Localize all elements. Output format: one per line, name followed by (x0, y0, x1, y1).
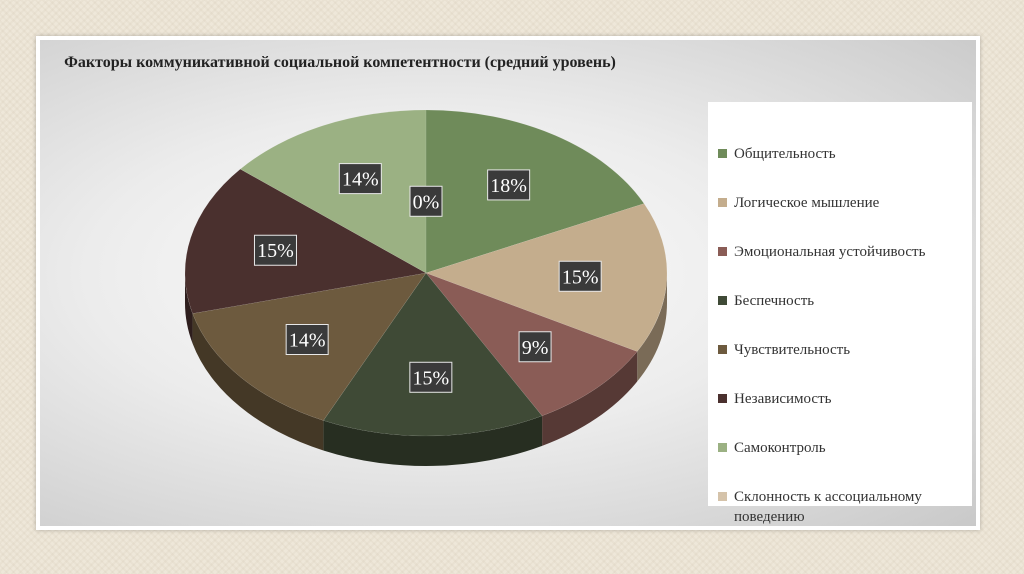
legend-label: Общительность (734, 146, 836, 162)
legend-item: Общительность (718, 144, 982, 164)
data-label-text: 18% (490, 175, 527, 197)
data-label-text: 9% (522, 337, 549, 359)
legend-item: Склонность к ассоциальному поведению (718, 487, 982, 527)
data-label-3: 15% (409, 361, 453, 393)
data-label-text: 15% (562, 266, 599, 288)
data-label-1: 15% (558, 260, 602, 292)
legend-label: Склонность к ассоциальному поведению (734, 489, 922, 525)
pie-chart: 18% 15% 9% 15% 14% 15% 14% 0% (184, 109, 668, 466)
data-label-box (409, 185, 443, 217)
pie-side (185, 273, 667, 466)
pie-side-5 (185, 273, 193, 344)
legend-swatch (718, 345, 727, 354)
legend-swatch (718, 296, 727, 305)
legend-swatch (718, 492, 727, 501)
legend-swatch (718, 394, 727, 403)
legend-item: Независимость (718, 389, 982, 409)
legend-label: Независимость (734, 391, 832, 407)
legend-item: Эмоциональная устойчивость (718, 242, 982, 262)
pie-slice-0 (425, 109, 645, 274)
slide-frame: Факторы коммуникативной социальной компе… (36, 36, 980, 530)
data-label-text: 0% (413, 191, 440, 213)
pie-side-2 (542, 351, 638, 446)
legend-label: Эмоциональная устойчивость (734, 244, 926, 260)
data-label-7: 0% (409, 185, 443, 217)
pie-side-3 (323, 415, 543, 466)
pie-slice-6 (239, 109, 427, 274)
legend-item: Беспечность (718, 291, 982, 311)
data-label-text: 14% (289, 329, 326, 351)
data-label-text: 14% (342, 169, 379, 191)
pie-side-1 (637, 273, 667, 382)
data-label-box (285, 323, 329, 355)
pie-slice-3 (322, 272, 543, 437)
data-label-box (338, 163, 382, 195)
data-label-box (558, 260, 602, 292)
data-label-5: 15% (253, 234, 297, 266)
data-label-box (253, 234, 297, 266)
legend-item: Чувствительность (718, 340, 982, 360)
legend-label: Чувствительность (734, 342, 851, 358)
legend-swatch (718, 247, 727, 256)
data-label-6: 14% (338, 163, 382, 195)
legend-item: Самоконтроль (718, 438, 982, 458)
legend-swatch (718, 198, 727, 207)
legend-item: Логическое мышление (718, 193, 982, 213)
legend-swatch (718, 149, 727, 158)
chart-legend: Общительность Логическое мышление Эмоциона… (708, 102, 972, 525)
data-label-text: 15% (257, 240, 294, 262)
data-label-box (518, 331, 552, 363)
legend-label: Самоконтроль (734, 440, 826, 456)
legend-label: Логическое мышление (734, 195, 880, 211)
legend-swatch (718, 443, 727, 452)
data-label-text: 15% (413, 367, 450, 389)
data-label-box (409, 361, 453, 393)
pie-slice-5 (184, 168, 427, 314)
chart-title: Факторы коммуникативной социальной компе… (64, 54, 616, 71)
data-label-0: 18% (487, 169, 531, 201)
chart-area: Факторы коммуникативной социальной компе… (40, 40, 976, 526)
data-label-box (487, 169, 531, 201)
pie-slice-1 (425, 203, 668, 352)
legend-label: Беспечность (734, 293, 815, 309)
pie-side-4 (192, 313, 324, 451)
data-label-4: 14% (285, 323, 329, 355)
data-label-2: 9% (518, 331, 552, 363)
